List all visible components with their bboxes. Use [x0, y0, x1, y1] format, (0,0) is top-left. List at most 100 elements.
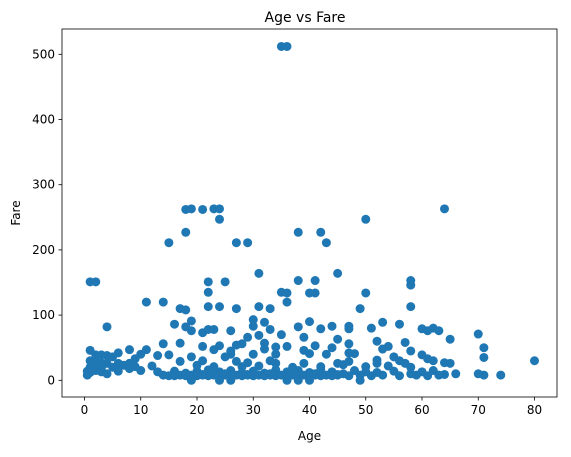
data-point [434, 370, 444, 380]
data-point [203, 302, 213, 312]
data-point [243, 358, 253, 368]
data-point [282, 288, 292, 298]
data-point [473, 329, 483, 339]
data-point [276, 330, 286, 340]
data-point [198, 341, 208, 351]
data-point [243, 369, 253, 379]
data-point [327, 343, 337, 353]
y-tick-label: 300 [32, 178, 55, 192]
data-point [248, 349, 258, 359]
data-point [451, 369, 461, 379]
data-point [153, 351, 163, 361]
data-point [293, 375, 303, 385]
data-point [209, 324, 219, 334]
data-point [293, 322, 303, 332]
data-point [125, 364, 134, 374]
x-axis-label: Age [298, 429, 321, 443]
data-point [226, 346, 236, 356]
x-tick-label: 40 [302, 403, 317, 417]
data-point [406, 362, 416, 372]
data-point [158, 297, 168, 307]
data-point [372, 336, 382, 346]
data-point [428, 356, 438, 366]
data-point [136, 366, 146, 376]
data-point [186, 352, 196, 362]
data-point [186, 375, 196, 385]
data-point [198, 369, 208, 379]
data-point [344, 348, 354, 358]
data-point [406, 346, 416, 356]
data-point [344, 339, 354, 349]
data-point [203, 287, 213, 297]
data-point [164, 350, 174, 360]
x-tick-label: 80 [527, 403, 542, 417]
y-tick-label: 100 [32, 308, 55, 322]
y-tick-label: 500 [32, 47, 55, 61]
data-point [226, 326, 236, 336]
x-tick-label: 0 [81, 403, 89, 417]
data-point [406, 280, 416, 290]
data-point [479, 370, 489, 380]
x-tick-label: 60 [414, 403, 429, 417]
data-point [344, 321, 354, 331]
data-point [434, 326, 444, 336]
data-point [231, 304, 241, 314]
x-tick-label: 70 [471, 403, 486, 417]
data-point [265, 356, 275, 366]
data-point [411, 370, 421, 380]
y-tick-label: 0 [47, 373, 55, 387]
data-point [248, 315, 258, 325]
data-point [395, 356, 404, 366]
data-point [282, 297, 292, 307]
data-point [355, 375, 365, 385]
data-point [82, 370, 92, 380]
data-point [198, 328, 208, 338]
data-point [254, 268, 264, 278]
data-point [113, 366, 123, 376]
data-point [186, 326, 196, 336]
x-tick-label: 10 [133, 403, 148, 417]
data-point [288, 369, 298, 379]
data-point [378, 317, 388, 327]
data-point [231, 340, 241, 350]
data-point [299, 358, 309, 368]
data-point [215, 204, 224, 214]
y-tick-label: 200 [32, 243, 55, 257]
data-point [265, 304, 275, 314]
data-point [158, 339, 168, 349]
data-point [333, 369, 343, 379]
data-point [254, 302, 264, 312]
x-tick-label: 50 [358, 403, 373, 417]
data-point [220, 277, 230, 287]
data-point [215, 375, 224, 385]
data-point [299, 332, 309, 342]
data-point [175, 356, 185, 366]
data-point [226, 375, 236, 385]
data-point [445, 358, 455, 368]
data-point [327, 321, 337, 331]
data-point [406, 302, 416, 312]
data-point [243, 238, 253, 248]
data-point [91, 277, 101, 287]
data-point [395, 319, 404, 329]
data-point [125, 345, 134, 355]
data-point [361, 214, 371, 224]
data-point [181, 305, 191, 315]
data-point [170, 319, 179, 329]
data-point [378, 370, 388, 380]
data-point [282, 375, 292, 385]
data-point [316, 227, 326, 237]
x-axis-ticks: 0 10 20 30 40 50 60 70 80 [81, 397, 542, 417]
data-point [282, 41, 292, 51]
data-point [175, 338, 185, 348]
data-point [260, 344, 269, 354]
data-point [378, 344, 388, 354]
data-point [305, 317, 314, 327]
data-point [423, 371, 433, 381]
data-point [310, 341, 320, 351]
data-point [260, 317, 269, 327]
data-point [181, 369, 191, 379]
data-point [530, 356, 539, 366]
data-point [344, 371, 354, 381]
